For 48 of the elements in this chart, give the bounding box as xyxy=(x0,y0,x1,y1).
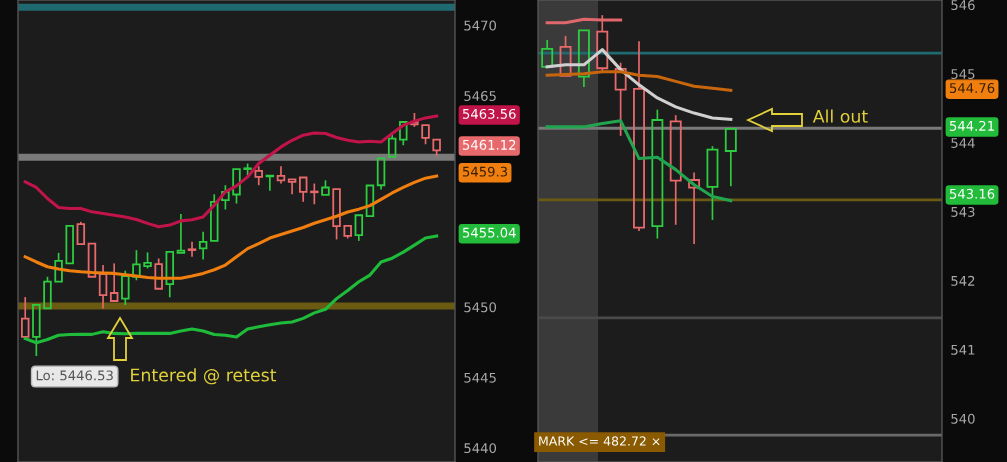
y-tick-label: 5440 xyxy=(464,443,497,454)
y-tick-label: 5470 xyxy=(464,20,497,31)
candlestick xyxy=(165,250,175,299)
y-tick-label: 5445 xyxy=(464,372,496,383)
text: 544.76 xyxy=(949,83,995,93)
annotation: All out xyxy=(812,109,868,123)
y-tick-label: 543 xyxy=(951,206,975,217)
y-tick-label: 540 xyxy=(951,413,975,424)
annotation: Lo: 5446.53 xyxy=(36,370,113,381)
y-tick-label: 541 xyxy=(951,345,975,355)
text: 5455.04 xyxy=(462,227,516,238)
candlestick xyxy=(724,128,737,188)
y-tick-label: 542 xyxy=(951,275,975,286)
y-tick-label: 546 xyxy=(951,0,975,11)
line-series xyxy=(23,114,439,229)
annotation: MARK <= 482.72 × xyxy=(539,436,660,446)
candlestick xyxy=(198,231,208,261)
line-series xyxy=(545,70,733,92)
candlestick xyxy=(669,114,682,226)
y-tick-label: 544 xyxy=(951,138,975,148)
candlestick xyxy=(577,29,590,88)
text: 543.16 xyxy=(949,188,995,199)
y-tick-label: 545 xyxy=(951,69,975,79)
candlestick xyxy=(541,39,554,68)
candlestick xyxy=(32,303,41,357)
candlestick xyxy=(254,165,263,187)
candlestick xyxy=(354,214,364,242)
line-series xyxy=(545,119,733,203)
candlestick xyxy=(109,262,119,302)
text: 5461.12 xyxy=(462,139,516,150)
y-tick-label: 5450 xyxy=(464,302,497,313)
annotation: Entered @ retest xyxy=(131,368,277,385)
text: 5459.3 xyxy=(462,166,508,177)
candlestick xyxy=(287,178,297,196)
candlestick xyxy=(176,213,186,254)
candlestick xyxy=(298,176,308,203)
candlestick xyxy=(65,224,74,265)
y-tick-label: 5465 xyxy=(464,91,496,101)
text: 5463.56 xyxy=(462,108,516,119)
line-series xyxy=(23,234,439,345)
candlestick xyxy=(399,121,408,147)
candlestick xyxy=(276,165,286,185)
candlestick xyxy=(210,193,219,242)
text: 544.21 xyxy=(949,120,994,131)
candlestick xyxy=(365,184,375,218)
candlestick xyxy=(633,40,645,232)
candlestick xyxy=(87,242,97,278)
candlestick xyxy=(688,171,701,245)
